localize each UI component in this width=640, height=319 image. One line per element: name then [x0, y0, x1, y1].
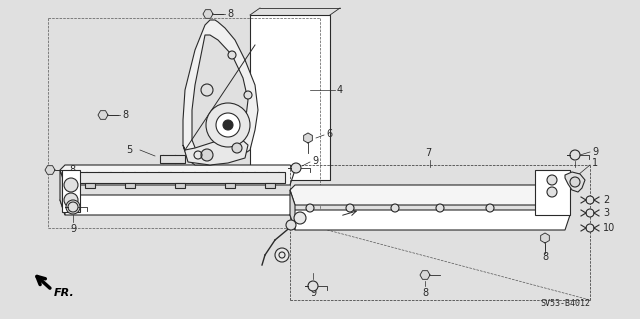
Text: 10: 10 [603, 223, 615, 233]
Text: 9: 9 [312, 156, 318, 166]
Circle shape [308, 281, 318, 291]
Polygon shape [175, 183, 185, 188]
Circle shape [201, 84, 213, 96]
Polygon shape [565, 172, 585, 192]
Polygon shape [290, 210, 570, 230]
Circle shape [216, 113, 240, 137]
Circle shape [286, 220, 296, 230]
Text: 6: 6 [326, 129, 332, 139]
Text: 8: 8 [69, 165, 75, 175]
Polygon shape [192, 35, 248, 158]
Polygon shape [290, 190, 295, 230]
Polygon shape [60, 165, 295, 185]
Circle shape [486, 204, 494, 212]
Circle shape [66, 200, 80, 214]
Circle shape [201, 149, 213, 161]
Polygon shape [85, 183, 95, 188]
Polygon shape [62, 170, 80, 212]
Circle shape [547, 187, 557, 197]
Text: 3: 3 [603, 208, 609, 218]
Circle shape [547, 175, 557, 185]
Circle shape [244, 91, 252, 99]
Text: 2: 2 [603, 195, 609, 205]
Text: 8: 8 [122, 110, 128, 120]
Circle shape [64, 193, 78, 207]
Circle shape [570, 150, 580, 160]
Polygon shape [125, 183, 135, 188]
Polygon shape [60, 195, 295, 215]
Circle shape [291, 163, 301, 173]
Circle shape [228, 51, 236, 59]
Polygon shape [420, 271, 430, 279]
Text: 9: 9 [310, 288, 316, 298]
Text: 9: 9 [592, 147, 598, 157]
Polygon shape [98, 111, 108, 119]
Polygon shape [535, 170, 570, 215]
Circle shape [391, 204, 399, 212]
Circle shape [206, 103, 250, 147]
Circle shape [586, 224, 594, 232]
Polygon shape [225, 183, 235, 188]
Text: 8: 8 [227, 9, 233, 19]
Polygon shape [160, 155, 185, 163]
Circle shape [586, 209, 594, 217]
Polygon shape [250, 15, 330, 180]
Polygon shape [541, 233, 549, 243]
Polygon shape [60, 170, 65, 215]
Text: FR.: FR. [54, 288, 75, 298]
Polygon shape [45, 166, 55, 174]
Circle shape [232, 143, 242, 153]
Circle shape [70, 204, 76, 210]
Polygon shape [203, 10, 213, 18]
Circle shape [294, 212, 306, 224]
Text: SV53-B4012: SV53-B4012 [540, 299, 590, 308]
Circle shape [346, 204, 354, 212]
Circle shape [586, 196, 594, 204]
Text: 7: 7 [425, 148, 431, 158]
Text: 1: 1 [592, 158, 598, 168]
Circle shape [306, 204, 314, 212]
Circle shape [436, 204, 444, 212]
Polygon shape [183, 20, 258, 165]
Polygon shape [303, 133, 312, 143]
Polygon shape [290, 185, 570, 205]
Text: 4: 4 [337, 85, 343, 95]
Circle shape [64, 178, 78, 192]
Circle shape [68, 202, 78, 212]
Text: 5: 5 [125, 145, 132, 155]
Text: 8: 8 [542, 252, 548, 262]
Polygon shape [183, 138, 248, 165]
Polygon shape [70, 172, 285, 183]
Circle shape [275, 248, 289, 262]
Circle shape [223, 120, 233, 130]
Circle shape [570, 177, 580, 187]
Text: 8: 8 [422, 288, 428, 298]
Text: 9: 9 [70, 224, 76, 234]
Polygon shape [265, 183, 275, 188]
